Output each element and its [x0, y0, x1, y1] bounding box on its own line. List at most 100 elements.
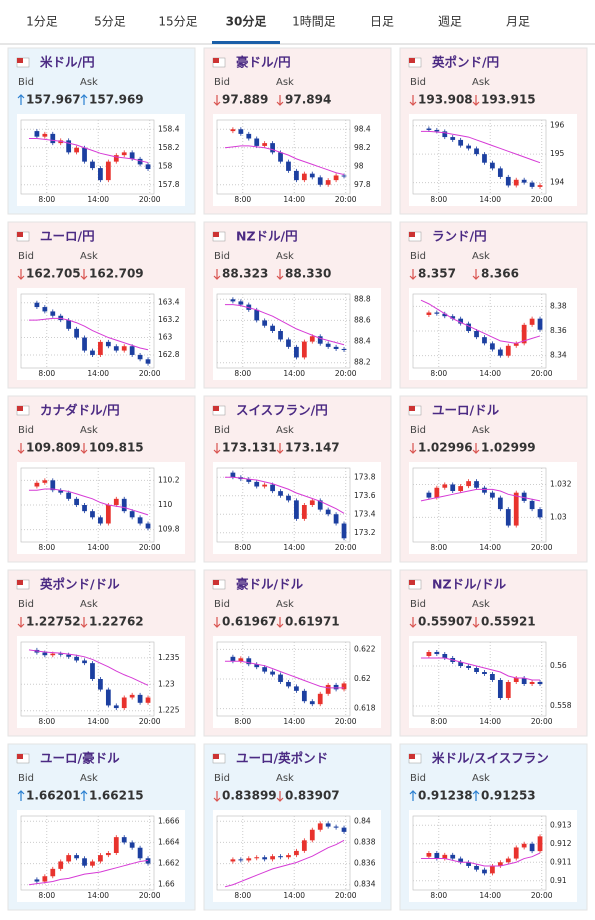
candle — [66, 654, 72, 657]
pair-name[interactable]: 米ドル/円 — [39, 55, 95, 70]
y-tick-label: 194 — [550, 178, 565, 187]
candle — [309, 336, 315, 342]
x-tick-label: 8:00 — [38, 543, 55, 552]
candle — [442, 131, 448, 138]
pair-name[interactable]: 豪ドル/円 — [236, 55, 291, 70]
candle — [434, 129, 440, 132]
pair-name[interactable]: ユーロ/英ポンド — [236, 751, 328, 766]
candle — [426, 128, 432, 130]
pair-name[interactable]: ユーロ/豪ドル — [40, 751, 120, 766]
candle — [294, 850, 299, 856]
x-tick-label: 8:00 — [234, 717, 251, 726]
candle — [325, 180, 331, 185]
candle — [537, 682, 543, 684]
candle — [513, 678, 519, 682]
bid-label: Bid — [214, 77, 230, 88]
bid-arrow — [213, 269, 221, 280]
tab[interactable]: 日足 — [370, 15, 394, 29]
ask-value: 109.815 — [89, 441, 144, 455]
y-tick-label: 97.8 — [354, 180, 371, 189]
bid-value: 173.131 — [222, 441, 277, 455]
pair-name[interactable]: NZドル/ドル — [432, 577, 507, 592]
tab[interactable]: 月足 — [506, 15, 530, 29]
candle — [505, 176, 511, 186]
ask-label: Ask — [472, 251, 490, 262]
candle — [309, 173, 315, 178]
ask-label: Ask — [80, 77, 98, 88]
candle — [537, 509, 543, 518]
flag — [409, 580, 415, 585]
candle — [426, 492, 432, 498]
plot-area — [412, 815, 547, 891]
flag — [213, 232, 219, 237]
pair-name[interactable]: 豪ドル/ドル — [236, 577, 304, 592]
candle — [325, 343, 331, 347]
candle — [513, 179, 519, 186]
tab[interactable]: 1時間足 — [292, 15, 336, 29]
tab[interactable]: 30分足 — [226, 14, 267, 29]
candle — [505, 345, 511, 356]
ask-arrow — [472, 617, 480, 628]
y-tick-label: 0.838 — [354, 837, 376, 846]
ask-arrow — [80, 269, 88, 280]
candle — [434, 853, 440, 859]
candle — [113, 705, 119, 709]
y-tick-label: 1.662 — [158, 859, 180, 868]
tab[interactable]: 5分足 — [94, 15, 126, 29]
pair-name[interactable]: ユーロ/円 — [40, 229, 95, 244]
moving-average — [224, 145, 345, 176]
bid-label: Bid — [18, 425, 34, 436]
pair-name[interactable]: ランド/円 — [432, 229, 487, 244]
pair-name[interactable]: 英ポンド/ドル — [40, 577, 120, 592]
candle — [474, 481, 479, 488]
flag — [409, 58, 415, 63]
y-tick-label: 1.23 — [158, 679, 175, 688]
x-tick-label: 14:00 — [87, 891, 109, 900]
candle — [450, 854, 456, 859]
candle — [90, 861, 95, 866]
bid-value: 8.357 — [418, 267, 456, 281]
candle — [105, 853, 111, 856]
candle — [145, 697, 151, 703]
tab[interactable]: 週足 — [438, 15, 462, 29]
candle — [270, 143, 275, 153]
candle — [270, 484, 275, 492]
tab[interactable]: 1分足 — [26, 15, 58, 29]
bid-label: Bid — [214, 599, 230, 610]
candle — [129, 152, 135, 159]
candle — [341, 523, 347, 539]
x-tick-label: 8:00 — [38, 717, 55, 726]
candle — [262, 857, 268, 860]
moving-average — [420, 130, 541, 164]
bid-label: Bid — [410, 773, 426, 784]
pair-name[interactable]: カナダドル/円 — [40, 403, 120, 418]
candle — [246, 658, 252, 665]
x-tick-label: 20:00 — [139, 369, 161, 378]
pair-name[interactable]: スイスフラン/円 — [236, 403, 328, 418]
bid-value: 0.83899 — [222, 789, 277, 803]
candle — [529, 182, 535, 187]
ask-value: 88.330 — [285, 267, 331, 281]
candle — [145, 164, 151, 170]
candle — [238, 859, 244, 861]
bid-value: 1.02996 — [418, 441, 473, 455]
candle — [137, 517, 143, 524]
candle — [145, 359, 151, 364]
tab[interactable]: 15分足 — [158, 15, 197, 29]
bid-arrow — [213, 443, 221, 454]
ask-label: Ask — [276, 773, 294, 784]
pair-name[interactable]: ユーロ/ドル — [432, 403, 500, 418]
candle — [254, 481, 260, 487]
candle — [482, 487, 487, 493]
candle — [278, 674, 283, 682]
pair-name[interactable]: 米ドル/スイスフラン — [431, 751, 549, 766]
pair-name[interactable]: NZドル/円 — [236, 229, 298, 244]
pair-name[interactable]: 英ポンド/円 — [432, 55, 499, 70]
x-tick-label: 20:00 — [335, 543, 357, 552]
ask-label: Ask — [276, 251, 294, 262]
bid-value: 0.55907 — [418, 615, 473, 629]
y-tick-label: 1.225 — [158, 706, 180, 715]
bid-arrow — [409, 790, 417, 801]
candle — [129, 511, 135, 518]
candle — [50, 480, 56, 491]
